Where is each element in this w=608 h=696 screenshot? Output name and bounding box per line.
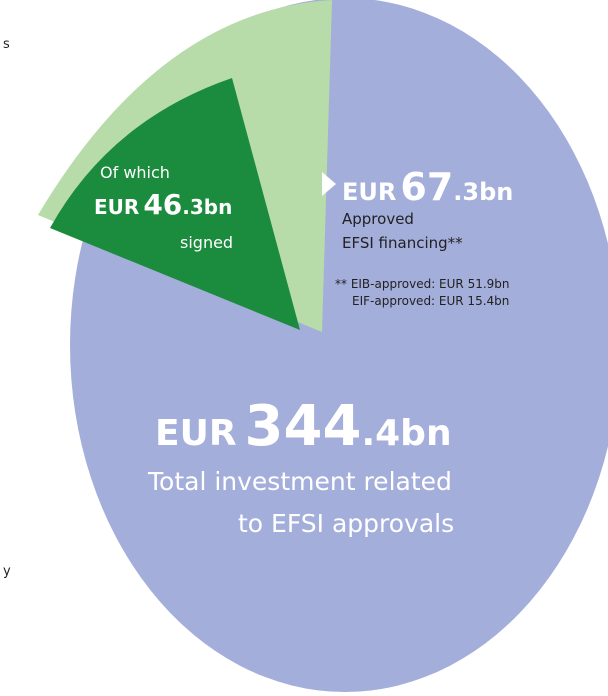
currency: EUR xyxy=(342,178,396,206)
decimal: .3bn xyxy=(453,178,513,206)
approved-line: EFSI financing** xyxy=(342,234,463,252)
total-amount: EUR 344.4bn xyxy=(155,394,452,459)
currency: EUR xyxy=(94,195,139,219)
total-line: to EFSI approvals xyxy=(238,509,454,538)
decimal: .4bn xyxy=(361,413,451,454)
cropped-text: s xyxy=(3,37,10,52)
decimal: .3bn xyxy=(182,195,232,219)
signed-amount: EUR 46.3bn xyxy=(94,188,232,221)
approved-line: Approved xyxy=(342,210,414,228)
footnote: EIF-approved: EUR 15.4bn xyxy=(352,294,509,308)
pointer xyxy=(322,172,336,196)
currency: EUR xyxy=(155,413,237,454)
whole: 344 xyxy=(245,394,362,459)
whole: 67 xyxy=(400,165,453,209)
signed-sector xyxy=(50,78,300,330)
footnote: ** EIB-approved: EUR 51.9bn xyxy=(335,277,510,291)
signed-caption: signed xyxy=(180,233,233,252)
approved-amount: EUR 67.3bn xyxy=(342,165,513,209)
cropped-text: y xyxy=(3,564,11,579)
whole: 46 xyxy=(143,188,182,221)
signed-intro: Of which xyxy=(100,163,170,182)
total-line: Total investment related xyxy=(147,467,452,496)
